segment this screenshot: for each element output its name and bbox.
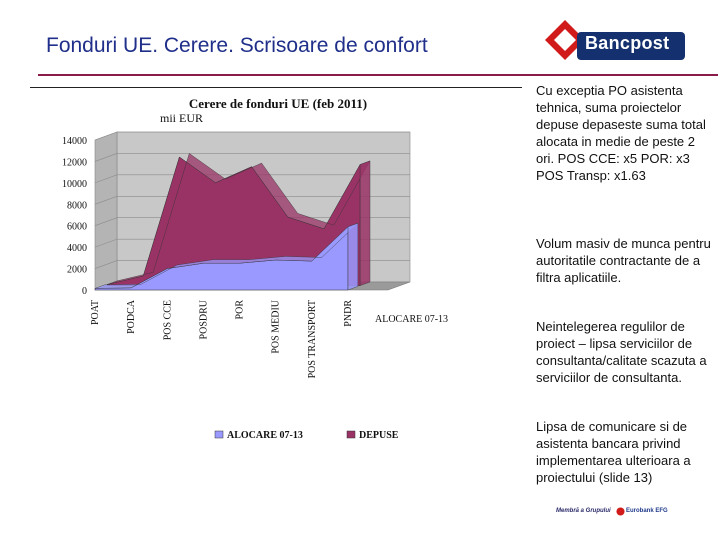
- y-tick-label: 0: [82, 286, 87, 297]
- bank-logo-box: [577, 32, 685, 60]
- x-tick-label: POR: [235, 300, 246, 320]
- legend-label: DEPUSE: [359, 430, 399, 441]
- side-text-3: Neintelegerea regulilor de proiect – lip…: [536, 319, 707, 385]
- x-tick-label: POSDRU: [198, 299, 209, 339]
- series-area-alocare-end: [347, 222, 359, 291]
- chart-title: Cerere de fonduri UE (feb 2011): [189, 96, 367, 111]
- y-tick-label: 4000: [67, 243, 87, 254]
- side-text-1: Cu exceptia PO asistenta tehnica, suma p…: [536, 83, 706, 183]
- x-tick-label: POS TRANSPORT: [307, 300, 318, 378]
- x-tick-label: PODCA: [126, 299, 137, 334]
- bank-logo: Bancpost: [543, 18, 685, 62]
- footer-brand-text: Eurobank EFG: [626, 508, 668, 514]
- legend-swatch: [346, 430, 356, 439]
- x-tick-label: POS CCE: [162, 300, 173, 340]
- eurobank-mark-icon: [616, 507, 625, 516]
- title-underline: [38, 74, 718, 76]
- series-end-label: ALOCARE 07-13: [375, 314, 448, 325]
- y-tick-label: 10000: [62, 179, 87, 190]
- legend-swatch: [214, 430, 224, 439]
- bank-logo-text: Bancpost: [585, 33, 670, 53]
- x-tick-label: POAT: [90, 300, 101, 325]
- slide-title: Fonduri UE. Cerere. Scrisoare de confort: [46, 34, 428, 57]
- chart-top-rule: [30, 87, 522, 88]
- chart-container: 0 2000 4000 6000 8000 10000 12000 14000 POAT POD…: [30, 88, 530, 458]
- x-tick-label: POS MEDIU: [271, 299, 282, 353]
- y-tick-label: 12000: [62, 157, 87, 168]
- series-area-depuse-end: [359, 160, 371, 286]
- area-chart: 0 2000 4000 6000 8000 10000 12000 14000 POAT POD…: [62, 96, 448, 441]
- y-tick-label: 14000: [62, 136, 87, 147]
- x-tick-label: PNDR: [343, 300, 354, 327]
- y-tick-label: 8000: [67, 200, 87, 211]
- footer-group-text: Membră a Grupului: [556, 508, 611, 514]
- chart-gridline: [94, 153, 410, 162]
- bank-logo-mark-icon: [545, 20, 585, 60]
- chart-gridline: [94, 195, 410, 205]
- chart-side-wall: [94, 131, 118, 291]
- chart-ylabel: mii EUR: [160, 111, 203, 125]
- side-text-4: Lipsa de comunicare si de asistenta banc…: [536, 419, 691, 485]
- footer-brand: Membră a Grupului Eurobank EFG: [556, 504, 686, 524]
- y-tick-label: 6000: [67, 222, 87, 233]
- chart-gridline: [94, 174, 410, 184]
- chart-gridline: [94, 217, 410, 226]
- y-tick-label: 2000: [67, 265, 87, 276]
- legend-label: ALOCARE 07-13: [227, 430, 303, 441]
- chart-gridline: [94, 131, 410, 141]
- side-text-2: Volum masiv de munca pentru autoritatile…: [536, 236, 711, 285]
